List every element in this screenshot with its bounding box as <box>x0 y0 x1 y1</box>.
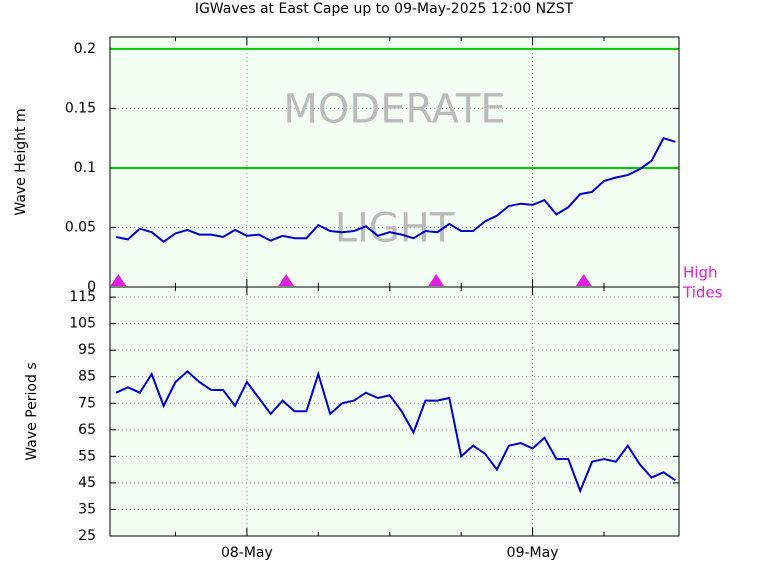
y-tick-label: 105 <box>69 316 96 332</box>
y-axis-label: Wave Period s <box>24 362 40 460</box>
band-label: LIGHT <box>335 205 455 251</box>
x-tick-label: 08-May <box>221 545 273 561</box>
plot-area <box>110 37 679 287</box>
tide-marker <box>110 274 127 286</box>
y-axis-label: Wave Height m <box>13 108 29 215</box>
data-line <box>115 137 676 244</box>
plot-area <box>110 287 679 536</box>
y-tick-label: 55 <box>78 448 96 464</box>
y-tick-label: 0 <box>87 279 96 295</box>
y-tick-label: 95 <box>78 342 96 358</box>
y-tick-label: 0.15 <box>65 100 96 116</box>
plot-frame <box>109 286 680 537</box>
tide-marker <box>428 274 445 286</box>
data-line <box>115 370 676 494</box>
y-tick-label: 35 <box>78 501 96 517</box>
y-tick-label: 115 <box>69 289 96 305</box>
y-tick-label: 65 <box>78 422 96 438</box>
y-tick-label: 0.1 <box>74 160 96 176</box>
tide-label: Tides <box>682 284 723 302</box>
tide-marker <box>575 274 592 286</box>
y-tick-label: 25 <box>78 528 96 544</box>
tide-marker <box>278 274 295 286</box>
y-tick-label: 45 <box>78 475 96 491</box>
y-tick-label: 0.2 <box>74 41 96 57</box>
y-tick-label: 75 <box>78 395 96 411</box>
tide-label: High <box>683 264 717 282</box>
y-tick-label: 85 <box>78 369 96 385</box>
chart-title: IGWaves at East Cape up to 09-May-2025 1… <box>195 1 574 17</box>
y-tick-label: 0.05 <box>65 219 96 235</box>
x-tick-label: 09-May <box>507 545 559 561</box>
band-label: MODERATE <box>283 86 505 132</box>
